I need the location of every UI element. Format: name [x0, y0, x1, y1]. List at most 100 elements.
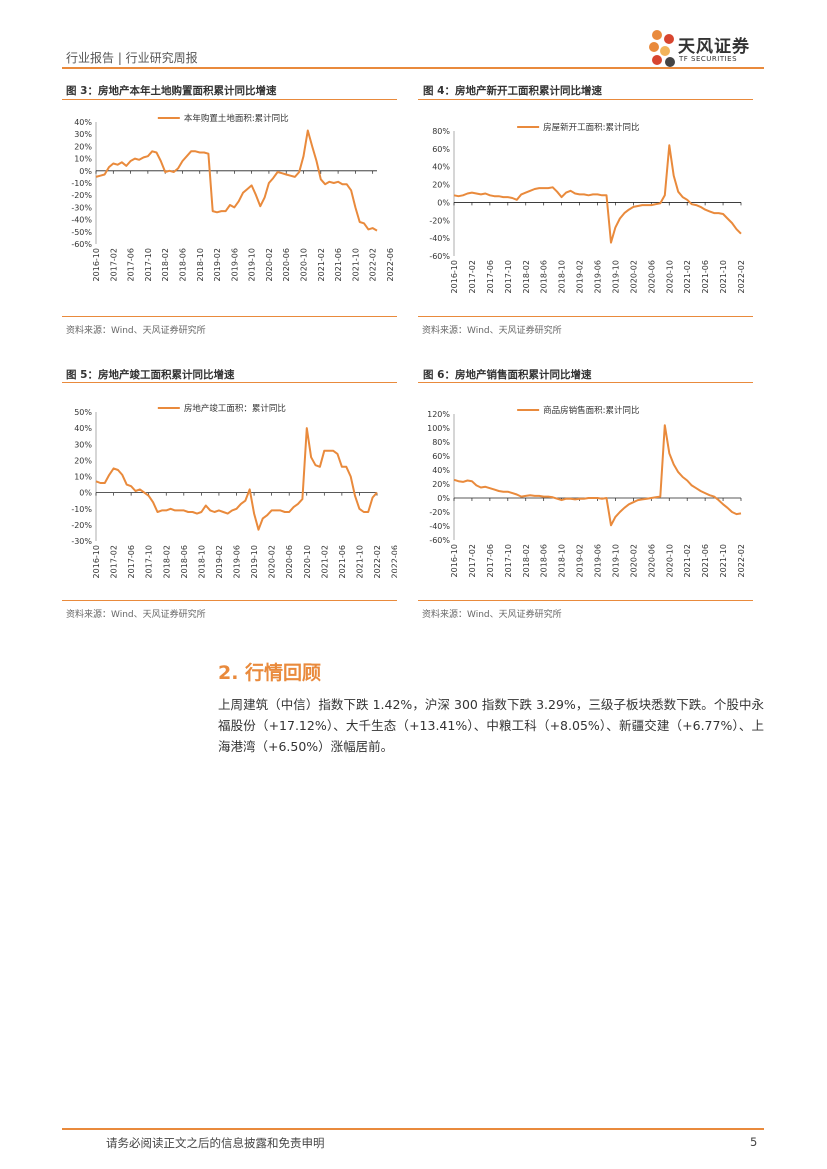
y-tick-label: 40% [432, 466, 450, 475]
x-tick-label: 2018-02 [522, 544, 531, 577]
x-tick-label: 2021-06 [701, 544, 710, 577]
y-tick-label: -10% [71, 505, 92, 514]
y-tick-label: -20% [71, 191, 92, 200]
x-tick-label: 2018-02 [161, 248, 170, 281]
y-tick-label: -20% [429, 508, 450, 517]
x-tick-label: 2022-06 [391, 545, 397, 578]
y-tick-label: 20% [432, 480, 450, 489]
y-tick-label: 60% [432, 145, 450, 154]
series-line [453, 424, 742, 527]
legend-label: 商品房销售面积:累计同比 [543, 405, 639, 416]
figure-3-bottom-rule [62, 316, 397, 317]
series-line [95, 427, 378, 531]
x-tick-label: 2019-06 [230, 248, 239, 281]
x-tick-label: 2017-06 [127, 248, 136, 281]
x-tick-label: 2020-10 [665, 260, 674, 293]
y-tick-label: -20% [71, 521, 92, 530]
figure-5-source: 资料来源：Wind、天风证券研究所 [66, 610, 206, 620]
x-tick-label: 2017-10 [144, 248, 153, 281]
y-tick-label: -60% [429, 536, 450, 545]
figure-3-top-rule [62, 99, 397, 100]
x-tick-label: 2021-02 [317, 248, 326, 281]
figure-5-title: 图 5：房地产竣工面积累计同比增速 [66, 369, 235, 381]
series-line [453, 144, 742, 244]
x-tick-label: 2019-06 [594, 544, 603, 577]
x-tick-label: 2020-06 [647, 544, 656, 577]
figure-4-title: 图 4：房地产新开工面积累计同比增速 [423, 85, 602, 97]
y-tick-label: 40% [74, 424, 92, 433]
x-tick-label: 2020-06 [282, 248, 291, 281]
y-tick-label: 20% [74, 456, 92, 465]
y-tick-label: 40% [74, 118, 92, 127]
y-tick-label: 100% [427, 424, 450, 433]
y-tick-label: 50% [74, 408, 92, 417]
legend-label: 房地产竣工面积：累计同比 [184, 403, 286, 414]
chart-land-purchase: -60% -50% -40% -30% -20% -10% 0% 10% 20% 30% 40% 20… [71, 113, 395, 281]
x-tick-label: 2020-10 [665, 544, 674, 577]
figure-4-top-rule [418, 99, 753, 100]
legend-label: 本年购置土地面积:累计同比 [184, 113, 289, 124]
x-tick-label: 2020-10 [300, 248, 309, 281]
y-tick-label: 80% [432, 127, 450, 136]
y-tick-label: -30% [71, 537, 92, 546]
x-tick-label: 2020-02 [629, 260, 638, 293]
y-tick-label: -40% [71, 216, 92, 225]
page-number: 5 [750, 1135, 758, 1149]
x-tick-label: 2018-02 [162, 545, 171, 578]
x-tick-label: 2017-02 [110, 545, 119, 578]
x-tick-label: 2019-06 [233, 545, 242, 578]
x-tick-label: 2020-06 [285, 545, 294, 578]
legend-label: 房屋新开工面积:累计同比 [543, 122, 639, 133]
x-tick-label: 2019-06 [594, 260, 603, 293]
figure-5-bottom-rule [62, 600, 397, 601]
x-tick-label: 2017-02 [468, 260, 477, 293]
x-tick-label: 2020-06 [647, 260, 656, 293]
y-tick-label: 40% [432, 163, 450, 172]
x-tick-label: 2017-06 [486, 544, 495, 577]
x-tick-label: 2017-06 [486, 260, 495, 293]
logo-subtitle: TF SECURITIES [679, 55, 738, 63]
y-tick-label: 0% [437, 198, 450, 207]
figure-5-top-rule [62, 382, 397, 383]
x-tick-label: 2018-06 [178, 248, 187, 281]
x-tick-label: 2021-10 [351, 248, 360, 281]
figure-6-title: 图 6：房地产销售面积累计同比增速 [423, 369, 592, 381]
y-tick-label: 20% [432, 181, 450, 190]
x-tick-label: 2020-02 [265, 248, 274, 281]
x-tick-label: 2021-06 [338, 545, 347, 578]
x-tick-label: 2021-02 [683, 544, 692, 577]
y-tick-label: -50% [71, 228, 92, 237]
y-tick-label: 0% [79, 167, 92, 176]
x-tick-label: 2021-10 [355, 545, 364, 578]
footer-disclaimer: 请务必阅读正文之后的信息披露和免责申明 [106, 1136, 325, 1150]
x-tick-label: 2019-10 [250, 545, 259, 578]
x-tick-label: 2022-02 [369, 248, 378, 281]
figure-3-source: 资料来源：Wind、天风证券研究所 [66, 326, 206, 336]
x-tick-label: 2018-10 [558, 260, 567, 293]
company-logo: 天风证券 TF SECURITIES [648, 28, 768, 74]
x-tick-label: 2021-02 [683, 260, 692, 293]
y-tick-label: 0% [79, 489, 92, 498]
x-tick-label: 2020-02 [268, 545, 277, 578]
y-tick-label: 30% [74, 440, 92, 449]
footer-rule [62, 1128, 764, 1130]
figure-4-source: 资料来源：Wind、天风证券研究所 [422, 326, 562, 336]
figure-6-top-rule [418, 382, 753, 383]
x-tick-label: 2018-06 [540, 544, 549, 577]
x-tick-label: 2017-06 [127, 545, 136, 578]
x-tick-label: 2019-02 [215, 545, 224, 578]
x-tick-label: 2017-02 [468, 544, 477, 577]
report-header-title: 行业报告 | 行业研究周报 [66, 51, 198, 65]
x-tick-label: 2021-06 [334, 248, 343, 281]
y-tick-label: 60% [432, 452, 450, 461]
y-tick-label: -40% [429, 522, 450, 531]
figure-6-source: 资料来源：Wind、天风证券研究所 [422, 610, 562, 620]
y-tick-label: 0% [437, 494, 450, 503]
x-tick-label: 2019-02 [213, 248, 222, 281]
x-tick-label: 2017-02 [109, 248, 118, 281]
y-tick-label: 20% [74, 142, 92, 151]
x-tick-label: 2017-10 [504, 544, 513, 577]
x-tick-label: 2021-10 [719, 260, 728, 293]
flower-logo-icon [649, 30, 675, 67]
chart-completion: -30% -20% -10% 0% 10% 20% 30% 40% 50% 2016-10 2017… [71, 403, 397, 578]
